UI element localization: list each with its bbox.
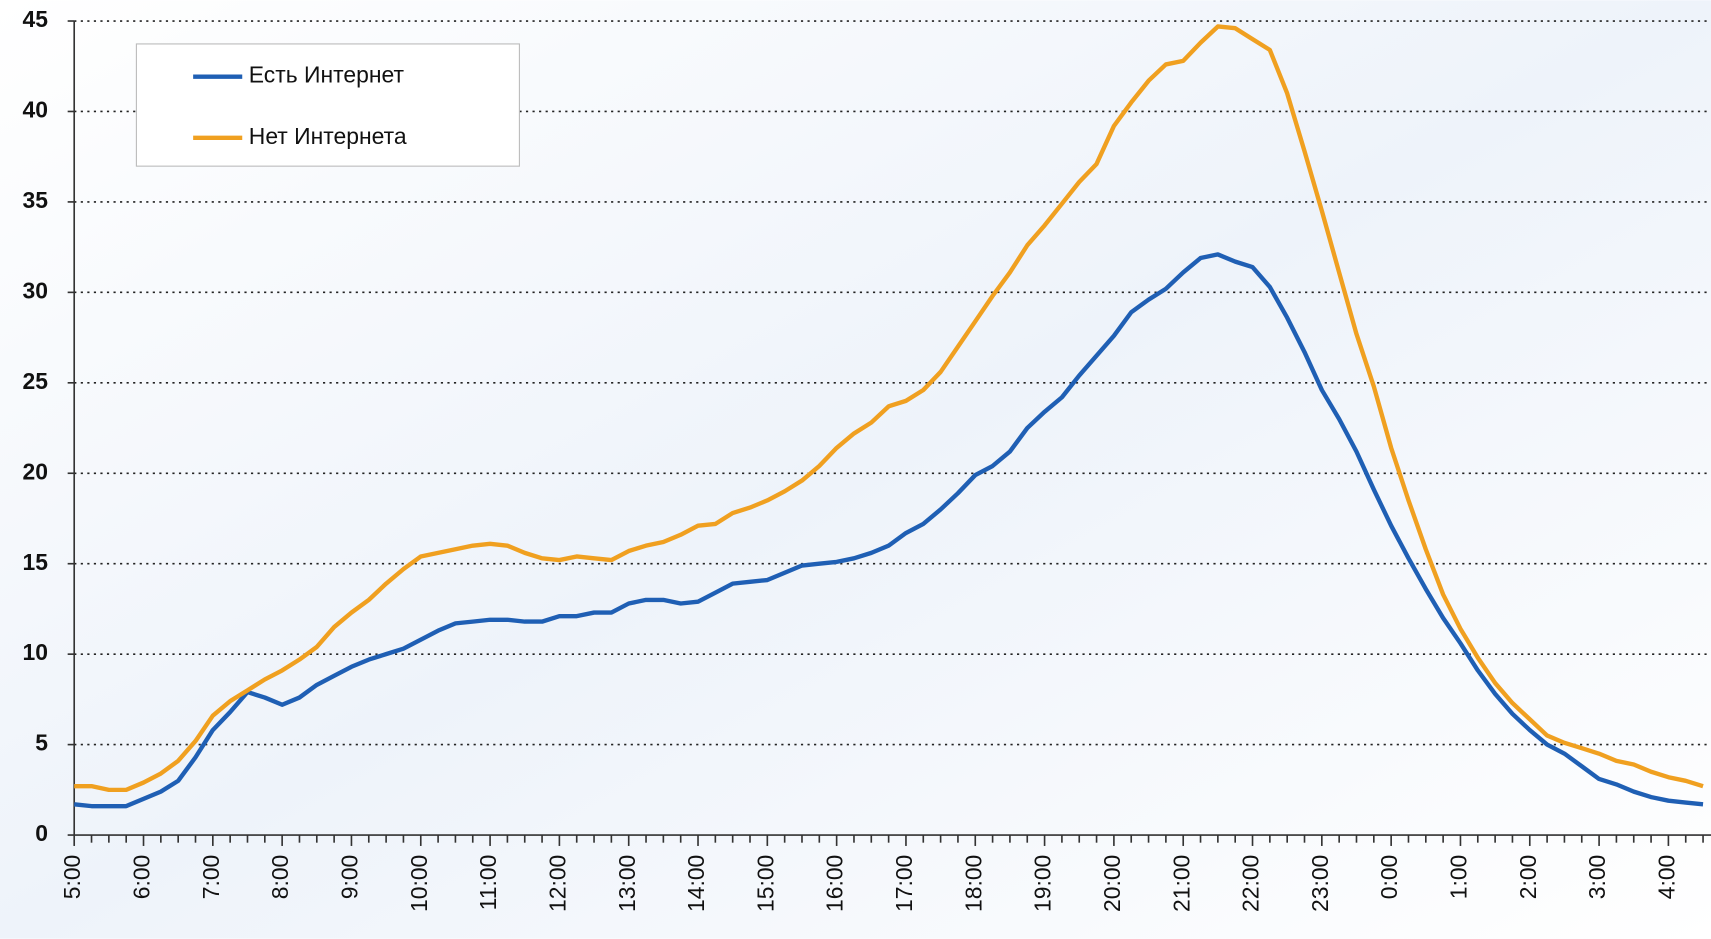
y-tick-label: 45 (23, 6, 49, 32)
x-tick-label: 21:00 (1168, 855, 1194, 912)
x-tick-label: 22:00 (1238, 855, 1264, 912)
y-tick-label: 5 (35, 730, 48, 756)
line-series (74, 24, 1704, 793)
x-tick-label: 6:00 (129, 855, 155, 900)
legend: Есть Интернет Нет Интернета (135, 43, 520, 167)
x-tick-label: 14:00 (683, 855, 709, 912)
x-tick-label: 8:00 (267, 855, 293, 900)
x-tick-label: 7:00 (198, 855, 224, 900)
x-tick-label: 23:00 (1307, 855, 1333, 912)
x-tick-label: 9:00 (337, 855, 363, 900)
x-tick-label: 3:00 (1584, 855, 1610, 900)
legend-label: Нет Интернета (249, 123, 407, 149)
x-tick-label: 15:00 (752, 855, 778, 912)
x-tick-label: 4:00 (1653, 855, 1679, 900)
x-tick-label: 20:00 (1099, 855, 1125, 912)
x-tick-label: 10:00 (406, 855, 432, 912)
x-tick-label: 11:00 (475, 855, 501, 911)
y-tick-label: 40 (23, 97, 48, 123)
x-tick-label: 13:00 (614, 855, 640, 912)
x-tick-label: 0:00 (1376, 855, 1402, 900)
x-tick-label: 2:00 (1515, 855, 1541, 900)
x-tick-label: 17:00 (891, 855, 917, 912)
y-tick-label: 35 (23, 187, 49, 213)
x-tick-label: 18:00 (960, 855, 986, 912)
y-tick-label: 20 (23, 458, 48, 484)
x-tick-label: 19:00 (1030, 855, 1056, 912)
y-tick-label: 10 (23, 639, 48, 665)
y-tick-label: 30 (23, 277, 48, 303)
legend-label: Есть Интернет (249, 62, 405, 88)
legend-box (135, 43, 520, 167)
x-tick-label: 16:00 (822, 855, 848, 912)
y-tick-label: 25 (23, 368, 49, 394)
x-tick-label: 5:00 (59, 855, 85, 900)
x-tick-label: 1:00 (1446, 855, 1472, 900)
x-tick-label: 12:00 (544, 855, 570, 912)
y-tick-label: 15 (23, 549, 49, 575)
y-tick-label: 0 (35, 820, 48, 846)
line-series (73, 252, 1704, 809)
